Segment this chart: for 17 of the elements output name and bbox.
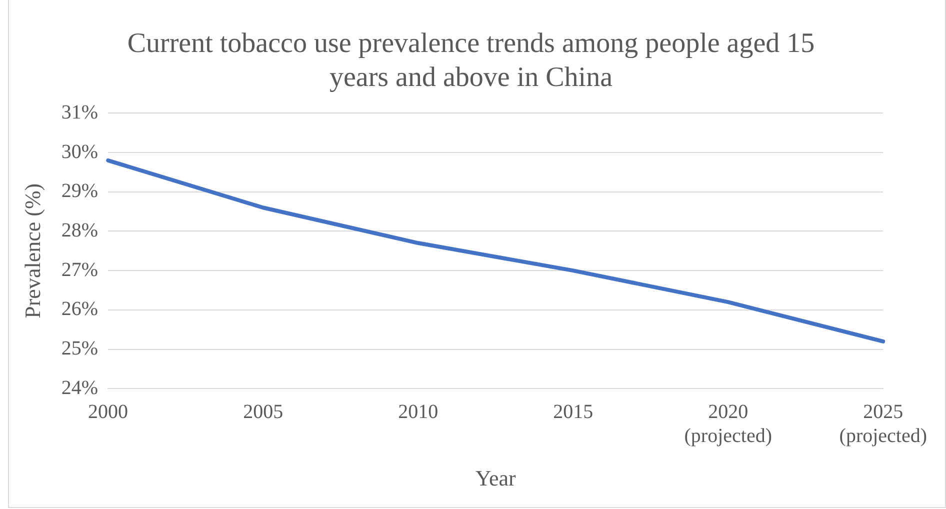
y-tick-label: 30% <box>61 140 98 163</box>
x-axis-title: Year <box>475 466 517 491</box>
y-axis-title: Prevalence (%) <box>20 183 45 318</box>
chart-title: Current tobacco use prevalence trends among people aged 15 years and above in China <box>127 28 815 93</box>
y-tick-label: 27% <box>61 258 98 281</box>
y-tick-label: 25% <box>61 338 98 360</box>
y-tick-label: 26% <box>61 298 98 320</box>
x-tick-label: 2025 (projected) <box>839 400 928 447</box>
y-tick-label: 28% <box>61 219 98 242</box>
y-tick-label: 24% <box>61 376 98 399</box>
x-tick-label: 2005 <box>243 400 284 423</box>
x-tick-label: 2015 <box>553 400 594 423</box>
y-tick-label: 31% <box>61 101 98 124</box>
x-tick-label: 2010 <box>398 400 438 423</box>
x-tick-label: 2000 <box>88 400 128 423</box>
y-tick-label: 29% <box>61 180 98 202</box>
x-tick-label: 2020 (projected) <box>684 400 772 447</box>
